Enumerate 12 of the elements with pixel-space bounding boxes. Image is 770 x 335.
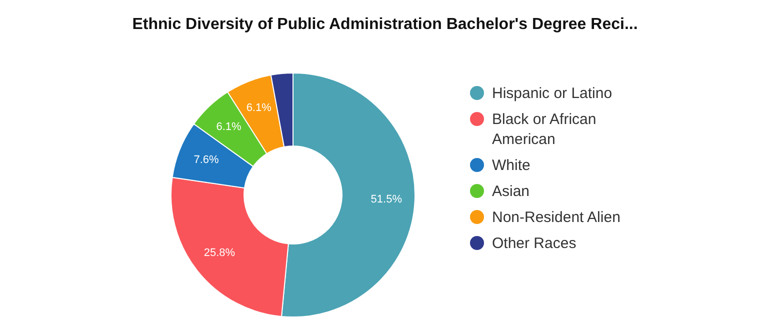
data-label: 51.5% [370,193,402,206]
chart-title: Ethnic Diversity of Public Administration Bachelor's Degree Reci... [131,16,639,34]
data-label: 6.1% [216,121,242,134]
legend-label: Asian [492,182,531,202]
legend-label: Non-Resident Alien [492,208,622,228]
data-label: 7.6% [194,154,220,166]
data-label: 6.1% [246,102,272,114]
legend-label: Black or African American [492,110,598,150]
legend-label: Other Races [492,234,578,254]
legend-label: White [492,156,532,176]
legend-label: Hispanic or Latino [492,84,614,104]
data-label: 25.8% [204,246,236,259]
